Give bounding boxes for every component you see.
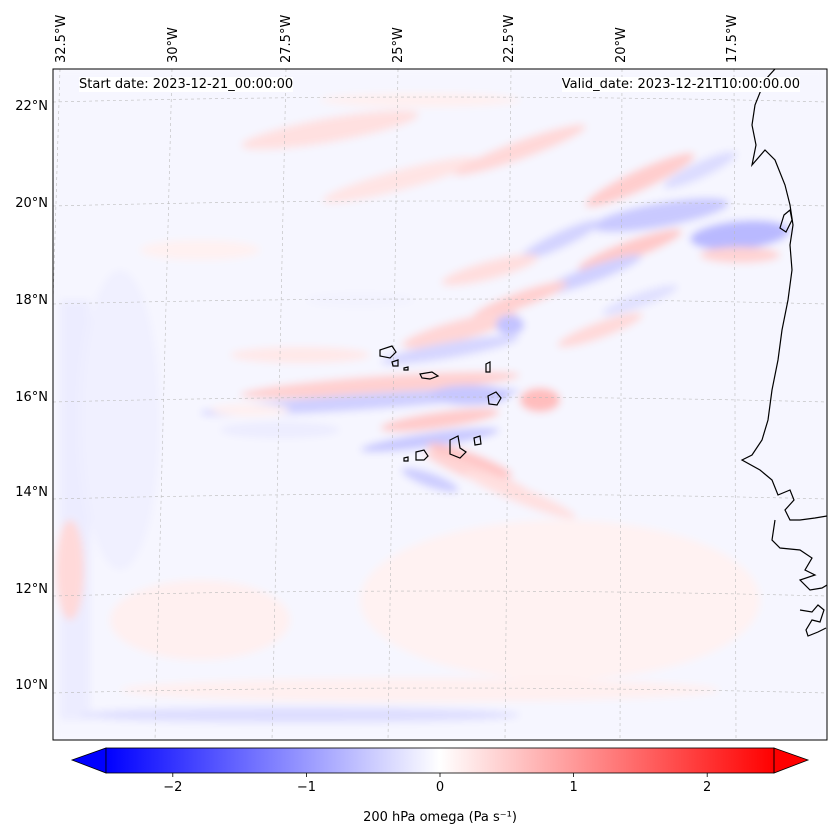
graticule (53, 69, 827, 740)
lon-label: 32.5°W (54, 15, 69, 63)
lat-labels: 22°N 20°N 18°N 16°N 14°N 12°N 10°N (15, 99, 48, 693)
colorbar-extend-min (70, 747, 107, 774)
colorbar-tick-label: −2 (163, 780, 182, 795)
lon-label: 25°W (391, 27, 406, 63)
lat-label: 22°N (15, 99, 48, 114)
colorbar-body (106, 748, 774, 773)
omega-field (53, 69, 827, 740)
colorbar-tick-label: 0 (436, 780, 444, 795)
map-frame (52, 68, 828, 741)
lat-label: 14°N (15, 485, 48, 500)
colorbar-tick-label: 2 (703, 780, 711, 795)
colorbar-ticks: −2 −1 0 1 2 (163, 773, 711, 795)
lon-label: 30°W (166, 27, 181, 63)
start-date: Start date: 2023-12-21_00:00:00 (79, 77, 294, 92)
valid-date: Valid_date: 2023-12-21T10:00:00.00 (561, 77, 800, 92)
coastline (740, 69, 827, 637)
colorbar-tick-label: −1 (297, 780, 316, 795)
lat-label: 12°N (15, 582, 48, 597)
colorbar-label: 200 hPa omega (Pa s⁻¹) (363, 810, 517, 825)
lon-label: 20°W (614, 27, 629, 63)
colorbar: −2 −1 0 1 2 200 hPa omega (Pa s⁻¹) (70, 747, 810, 825)
colorbar-extend-max (773, 747, 810, 774)
lat-label: 18°N (15, 293, 48, 308)
lon-labels: 32.5°W 30°W 27.5°W 25°W 22.5°W 20°W 17.5… (54, 15, 740, 63)
lon-label: 17.5°W (725, 15, 740, 63)
lon-label: 27.5°W (279, 15, 294, 63)
cape-verde-islands (379, 345, 502, 462)
lat-label: 16°N (15, 390, 48, 405)
lat-label: 20°N (15, 196, 48, 211)
lon-label: 22.5°W (502, 15, 517, 63)
lat-label: 10°N (15, 678, 48, 693)
colorbar-tick-label: 1 (569, 780, 577, 795)
